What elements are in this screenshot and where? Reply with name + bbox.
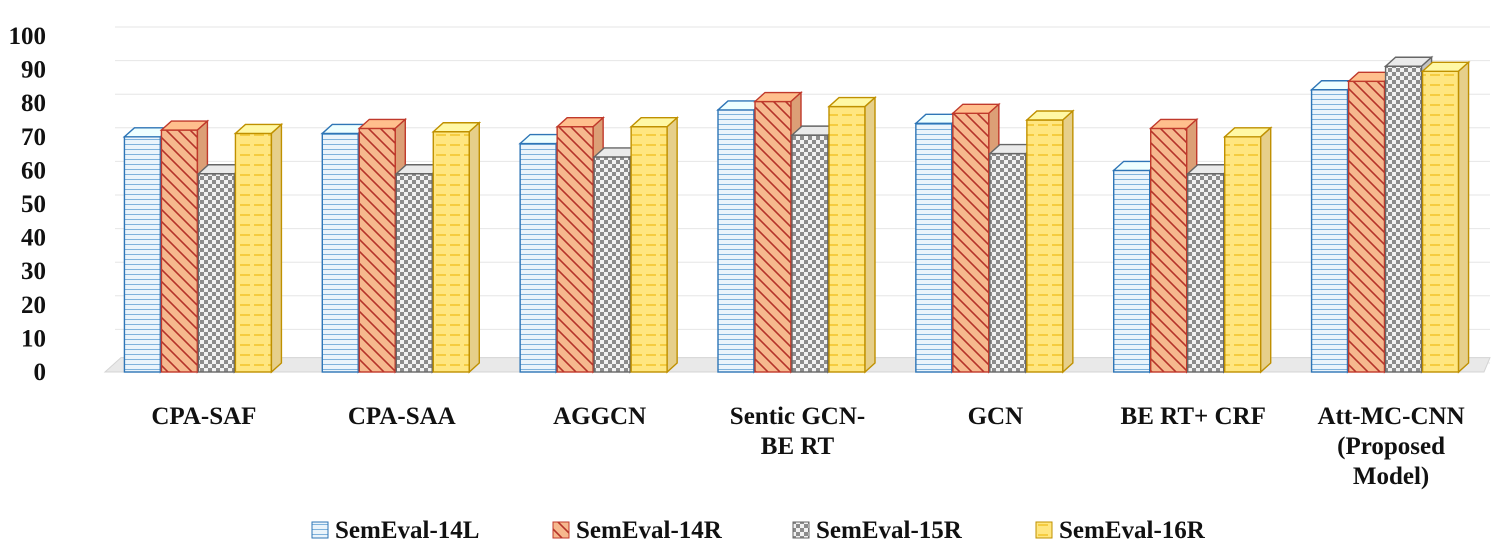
y-tick-label-10: 10 (21, 325, 46, 352)
bar-cpa-saf-semeval-16r (233, 122, 284, 374)
legend-item-semeval-15r: SemEval-15R (792, 517, 963, 544)
category-label-aggcn: AGGCN (553, 403, 646, 430)
y-tick-label-50: 50 (21, 191, 46, 218)
category-label-cpa-saf: CPA-SAF (151, 403, 256, 430)
legend-item-semeval-14r: SemEval-14R (552, 517, 723, 544)
y-tick-label-80: 80 (21, 90, 46, 117)
y-tick-label-20: 20 (21, 292, 46, 319)
legend-label-semeval-16r: SemEval-16R (1059, 517, 1206, 544)
legend-swatch-semeval-14r (552, 521, 570, 539)
category-label-cpa-saa: CPA-SAA (348, 403, 456, 430)
y-tick-label-100: 100 (9, 23, 47, 50)
y-tick-label-90: 90 (21, 57, 46, 84)
bar-aggcn-semeval-16r (629, 116, 679, 374)
bar-sentic-gcn-be-rt-semeval-15r (790, 124, 840, 374)
legend-item-semeval-14l: SemEval-14L (311, 517, 479, 544)
category-label-be-rt-crf: BE RT+ CRF (1121, 403, 1266, 430)
bar-cpa-saa-semeval-16r (431, 121, 482, 374)
category-label-gcn: GCN (968, 403, 1024, 430)
category-label-att-mc-cnn-proposed-model: Att-MC-CNN (Proposed Model) (1317, 403, 1464, 490)
bar-att-mc-cnn-proposed-model-semeval-16r (1420, 60, 1471, 374)
legend: SemEval-14L SemEval-14R SemEval-15R SemEval… (311, 517, 1206, 544)
legend-label-semeval-14l: SemEval-14L (335, 517, 479, 544)
legend-swatch-semeval-16r (1035, 521, 1053, 539)
y-tick-label-40: 40 (21, 225, 46, 252)
y-tick-label-0: 0 (34, 359, 47, 386)
bars (122, 55, 1471, 374)
legend-label-semeval-14r: SemEval-14R (576, 517, 723, 544)
bar-gcn-semeval-16r (1025, 109, 1075, 374)
y-tick-label-60: 60 (21, 157, 46, 184)
y-tick-label-30: 30 (21, 258, 46, 285)
y-tick-label-70: 70 (21, 124, 46, 151)
category-labels: CPA-SAF CPA-SAA AGGCN Sentic GCN-BE RT GCN BE… (151, 403, 1464, 490)
legend-item-semeval-16r: SemEval-16R (1035, 517, 1206, 544)
bar-sentic-gcn-be-rt-semeval-16r (827, 95, 877, 374)
legend-swatch-semeval-15r (792, 521, 810, 539)
category-label-sentic-gcn-be-rt: Sentic GCN-BE RT (730, 403, 865, 460)
legend-label-semeval-15r: SemEval-15R (816, 517, 963, 544)
bar-be-rt-crf-semeval-16r (1222, 126, 1273, 374)
y-axis-ticks: 0 10 20 30 40 50 60 70 80 90 100 (9, 23, 47, 386)
legend-swatch-semeval-14l (311, 521, 329, 539)
